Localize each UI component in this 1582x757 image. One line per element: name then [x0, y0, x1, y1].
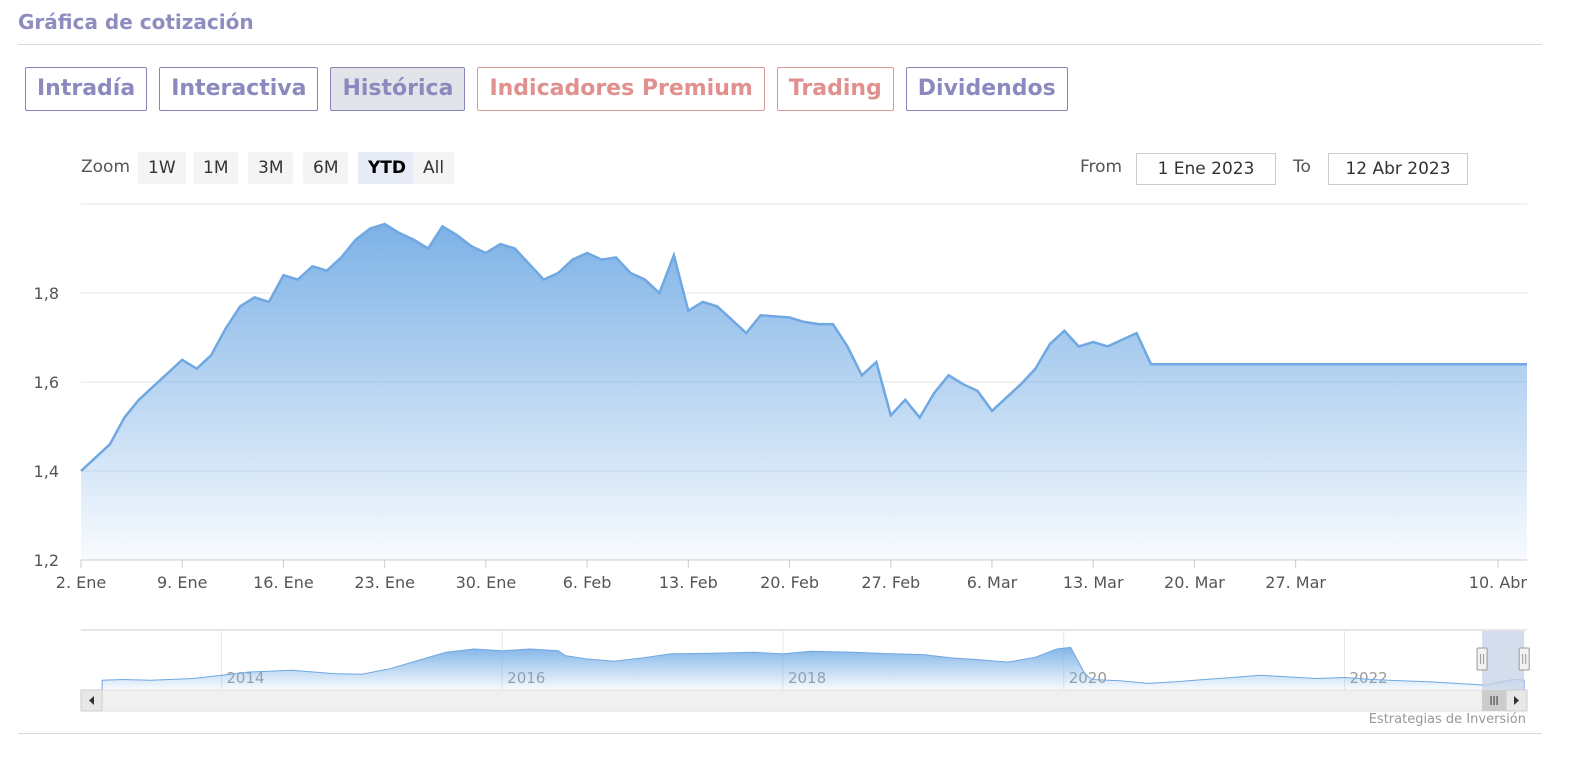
zoom-3m-button[interactable]: 3M [248, 152, 294, 184]
tab-trading[interactable]: Trading [776, 67, 894, 111]
chart-tabs: Intradía Interactiva Histórica Indicador… [25, 67, 1068, 111]
x-tick-label: 20. Feb [760, 573, 819, 592]
x-tick-label: 6. Feb [563, 573, 612, 592]
x-tick-label: 30. Ene [456, 573, 517, 592]
tab-intradia[interactable]: Intradía [25, 67, 148, 111]
y-axis: 1,2 1,4 1,6 1,8 [34, 284, 59, 570]
zoom-1w-button[interactable]: 1W [138, 152, 186, 184]
handle-body[interactable] [1476, 647, 1488, 671]
credits-text: Estrategias de Inversión [1368, 712, 1526, 727]
scrollbar[interactable] [80, 689, 1528, 712]
from-date-input[interactable] [1136, 153, 1276, 185]
price-area [81, 224, 1527, 560]
navigator-area [101, 646, 1525, 691]
x-axis: 2. Ene 9. Ene 16. Ene 23. Ene 30. Ene 6. Feb 1… [56, 560, 1528, 592]
handle-body[interactable] [1518, 647, 1530, 671]
x-tick-label: 6. Mar [967, 573, 1018, 592]
tab-indicadores-premium[interactable]: Indicadores Premium [477, 67, 765, 111]
scrollbar-track[interactable] [80, 689, 1528, 712]
y-tick-label: 1,4 [34, 462, 59, 481]
tab-historica[interactable]: Histórica [330, 67, 466, 111]
zoom-all-button[interactable]: All [413, 152, 455, 184]
to-label: To [1293, 157, 1311, 177]
tab-dividendos[interactable]: Dividendos [905, 67, 1068, 111]
x-tick-label: 27. Feb [861, 573, 920, 592]
title-divider [18, 44, 1542, 45]
y-tick-label: 1,6 [34, 373, 59, 392]
x-tick-label: 16. Ene [253, 573, 314, 592]
zoom-1m-button[interactable]: 1M [193, 152, 239, 184]
x-tick-label: 2. Ene [56, 573, 106, 592]
navigator-left-handle[interactable] [1476, 647, 1488, 671]
to-date-input[interactable] [1328, 153, 1468, 185]
x-tick-label: 10. Abr [1469, 573, 1528, 592]
x-tick-label: 23. Ene [354, 573, 415, 592]
navigator-right-handle[interactable] [1518, 647, 1530, 671]
x-tick-label: 9. Ene [157, 573, 207, 592]
y-tick-label: 1,8 [34, 284, 59, 303]
arrow-left-icon [89, 696, 94, 705]
y-tick-label: 1,2 [34, 551, 59, 570]
grip-icon [1490, 696, 1498, 705]
x-tick-label: 27. Mar [1265, 573, 1326, 592]
zoom-ytd-button[interactable]: YTD [358, 152, 417, 184]
navigator[interactable]: 20142016201820202022 [81, 629, 1530, 691]
x-tick-label: 13. Mar [1063, 573, 1124, 592]
from-label: From [1080, 157, 1123, 177]
x-tick-label: 20. Mar [1164, 573, 1225, 592]
section-title: Gráfica de cotización [18, 10, 254, 34]
zoom-6m-button[interactable]: 6M [303, 152, 349, 184]
price-line [80, 222, 1527, 472]
bottom-divider [18, 733, 1542, 734]
tab-interactiva[interactable]: Interactiva [159, 67, 319, 111]
zoom-label: Zoom [81, 157, 131, 177]
arrow-right-icon [1514, 696, 1519, 705]
x-tick-label: 13. Feb [659, 573, 718, 592]
navigator-window[interactable] [1482, 631, 1525, 690]
